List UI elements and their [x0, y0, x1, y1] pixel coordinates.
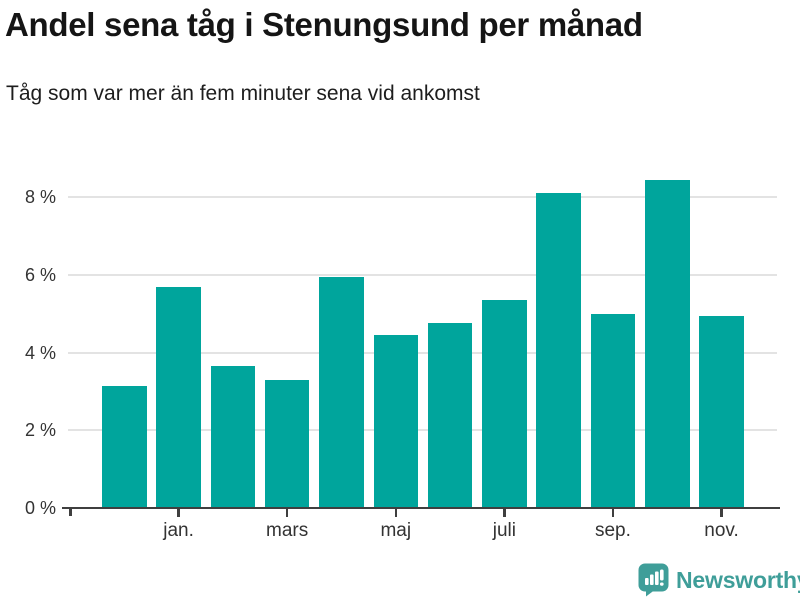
gridline-6-percent [68, 273, 777, 276]
x-axis-origin-tick [69, 509, 72, 516]
x-axis-label-sep: sep. [594, 520, 631, 541]
x-axis-tick-nov [720, 509, 723, 517]
chart-subtitle: Tåg som var mer än fem minuter sena vid … [6, 82, 480, 105]
y-axis-label-4-percent: 4 % [24, 342, 56, 363]
chart-title: Andel sena tåg i Stenungsund per månad [5, 6, 643, 43]
bar-juni [427, 323, 473, 508]
bar-feb [210, 366, 256, 508]
x-axis-tick-jan [177, 509, 180, 517]
bar-jan [156, 286, 201, 508]
x-axis-line [62, 506, 780, 509]
y-axis-label-0-percent: 0 % [24, 498, 56, 518]
bar-okt [645, 179, 690, 508]
x-axis-label-juli: juli [492, 520, 516, 541]
gridline-4-percent [68, 351, 777, 354]
bar-nov [699, 315, 744, 508]
bar-dec [102, 385, 147, 508]
bar-juli [482, 300, 527, 508]
x-axis-label-nov: nov. [704, 520, 739, 541]
x-axis-tick-juli [503, 509, 506, 517]
bar-apr [319, 276, 364, 508]
x-axis-tick-sep [611, 509, 615, 517]
bar-aug [536, 193, 581, 508]
y-axis-label-2-percent: 2 % [24, 420, 56, 441]
x-axis-tick-maj [394, 509, 397, 517]
y-axis-label-6-percent: 6 % [24, 264, 56, 285]
x-axis-label-jan: jan. [163, 520, 194, 541]
x-axis-label-maj: maj [380, 520, 412, 541]
bar-mars [264, 379, 310, 508]
gridline-2-percent [68, 429, 777, 432]
gridline-8-percent [68, 196, 777, 199]
x-axis-label-mars: mars [266, 520, 309, 541]
newsworthy-logo-icon [638, 563, 669, 597]
y-axis-label-8-percent: 8 % [24, 187, 56, 208]
x-axis-tick-mars [285, 509, 289, 517]
brand-footer: Newsworthy [638, 563, 800, 597]
bar-maj [373, 335, 418, 508]
bar-sep [590, 313, 636, 508]
brand-name: Newsworthy [676, 567, 800, 593]
